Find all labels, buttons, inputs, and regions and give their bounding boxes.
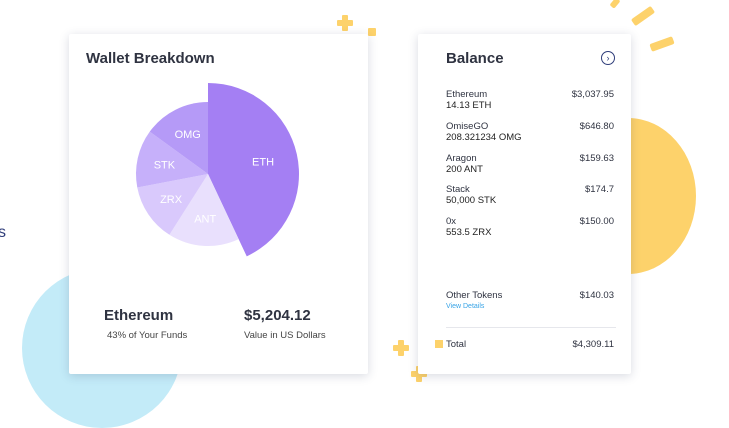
balance-card: Balance › Ethereum 14.13 ETH $3,037.95 O… — [418, 34, 631, 374]
decorative-plus-icon — [393, 340, 409, 356]
other-tokens-label: Other Tokens — [446, 290, 503, 301]
decorative-plus-icon — [411, 366, 427, 382]
token-amount: 553.5 ZRX — [446, 227, 492, 238]
token-value: $646.80 — [579, 121, 614, 132]
pie-slice-eth[interactable] — [208, 83, 299, 257]
clipped-text-fragment: s — [0, 224, 6, 241]
chevron-right-circle-icon[interactable]: › — [601, 51, 615, 65]
decorative-square — [368, 28, 376, 36]
token-name: Aragon — [446, 153, 477, 164]
pie-label-stk: STK — [154, 159, 176, 171]
wallet-pie-chart: ETH ANT ZRX STK OMG — [136, 83, 299, 257]
token-amount: 208.321234 OMG — [446, 132, 522, 143]
token-amount: 50,000 STK — [446, 195, 497, 206]
other-tokens-value: $140.03 — [579, 290, 614, 301]
summary-fund-share: 43% of Your Funds — [107, 330, 188, 341]
token-value: $174.7 — [584, 184, 614, 195]
total-marker — [435, 340, 443, 348]
decorative-plus-icon — [337, 15, 353, 31]
pie-slice-stk[interactable] — [136, 131, 208, 188]
pie-slice-ant[interactable] — [169, 174, 239, 246]
summary-token-name: Ethereum — [104, 307, 174, 324]
pie-label-zrx: ZRX — [160, 194, 183, 206]
token-amount: 14.13 ETH — [446, 100, 492, 111]
token-name: 0x — [446, 216, 457, 227]
pie-slice-omg[interactable] — [149, 102, 208, 174]
pie-label-eth: ETH — [252, 157, 274, 169]
summary-usd-value: $5,204.12 — [244, 307, 311, 324]
decorative-dash — [649, 36, 675, 52]
token-name: Stack — [446, 184, 470, 195]
token-value: $3,037.95 — [571, 89, 614, 100]
wallet-breakdown-card: Wallet Breakdown ETH ANT ZRX STK OMG Ethereu… — [69, 34, 368, 374]
token-name: OmiseGO — [446, 121, 489, 132]
token-amount: 200 ANT — [446, 164, 483, 175]
decorative-dash — [630, 5, 656, 27]
summary-usd-caption: Value in US Dollars — [244, 330, 326, 341]
decorative-dash — [609, 0, 621, 9]
token-value: $159.63 — [579, 153, 614, 164]
balance-title: Balance — [446, 50, 504, 67]
divider — [446, 327, 616, 328]
view-details-link[interactable]: View Details — [446, 303, 485, 310]
token-name: Ethereum — [446, 89, 488, 100]
pie-slice-zrx[interactable] — [137, 174, 208, 235]
wallet-breakdown-title: Wallet Breakdown — [86, 50, 215, 67]
pie-label-omg: OMG — [175, 129, 201, 141]
total-value: $4,309.11 — [572, 339, 614, 350]
total-label: Total — [446, 339, 467, 350]
token-value: $150.00 — [579, 216, 614, 227]
pie-label-ant: ANT — [194, 214, 216, 226]
